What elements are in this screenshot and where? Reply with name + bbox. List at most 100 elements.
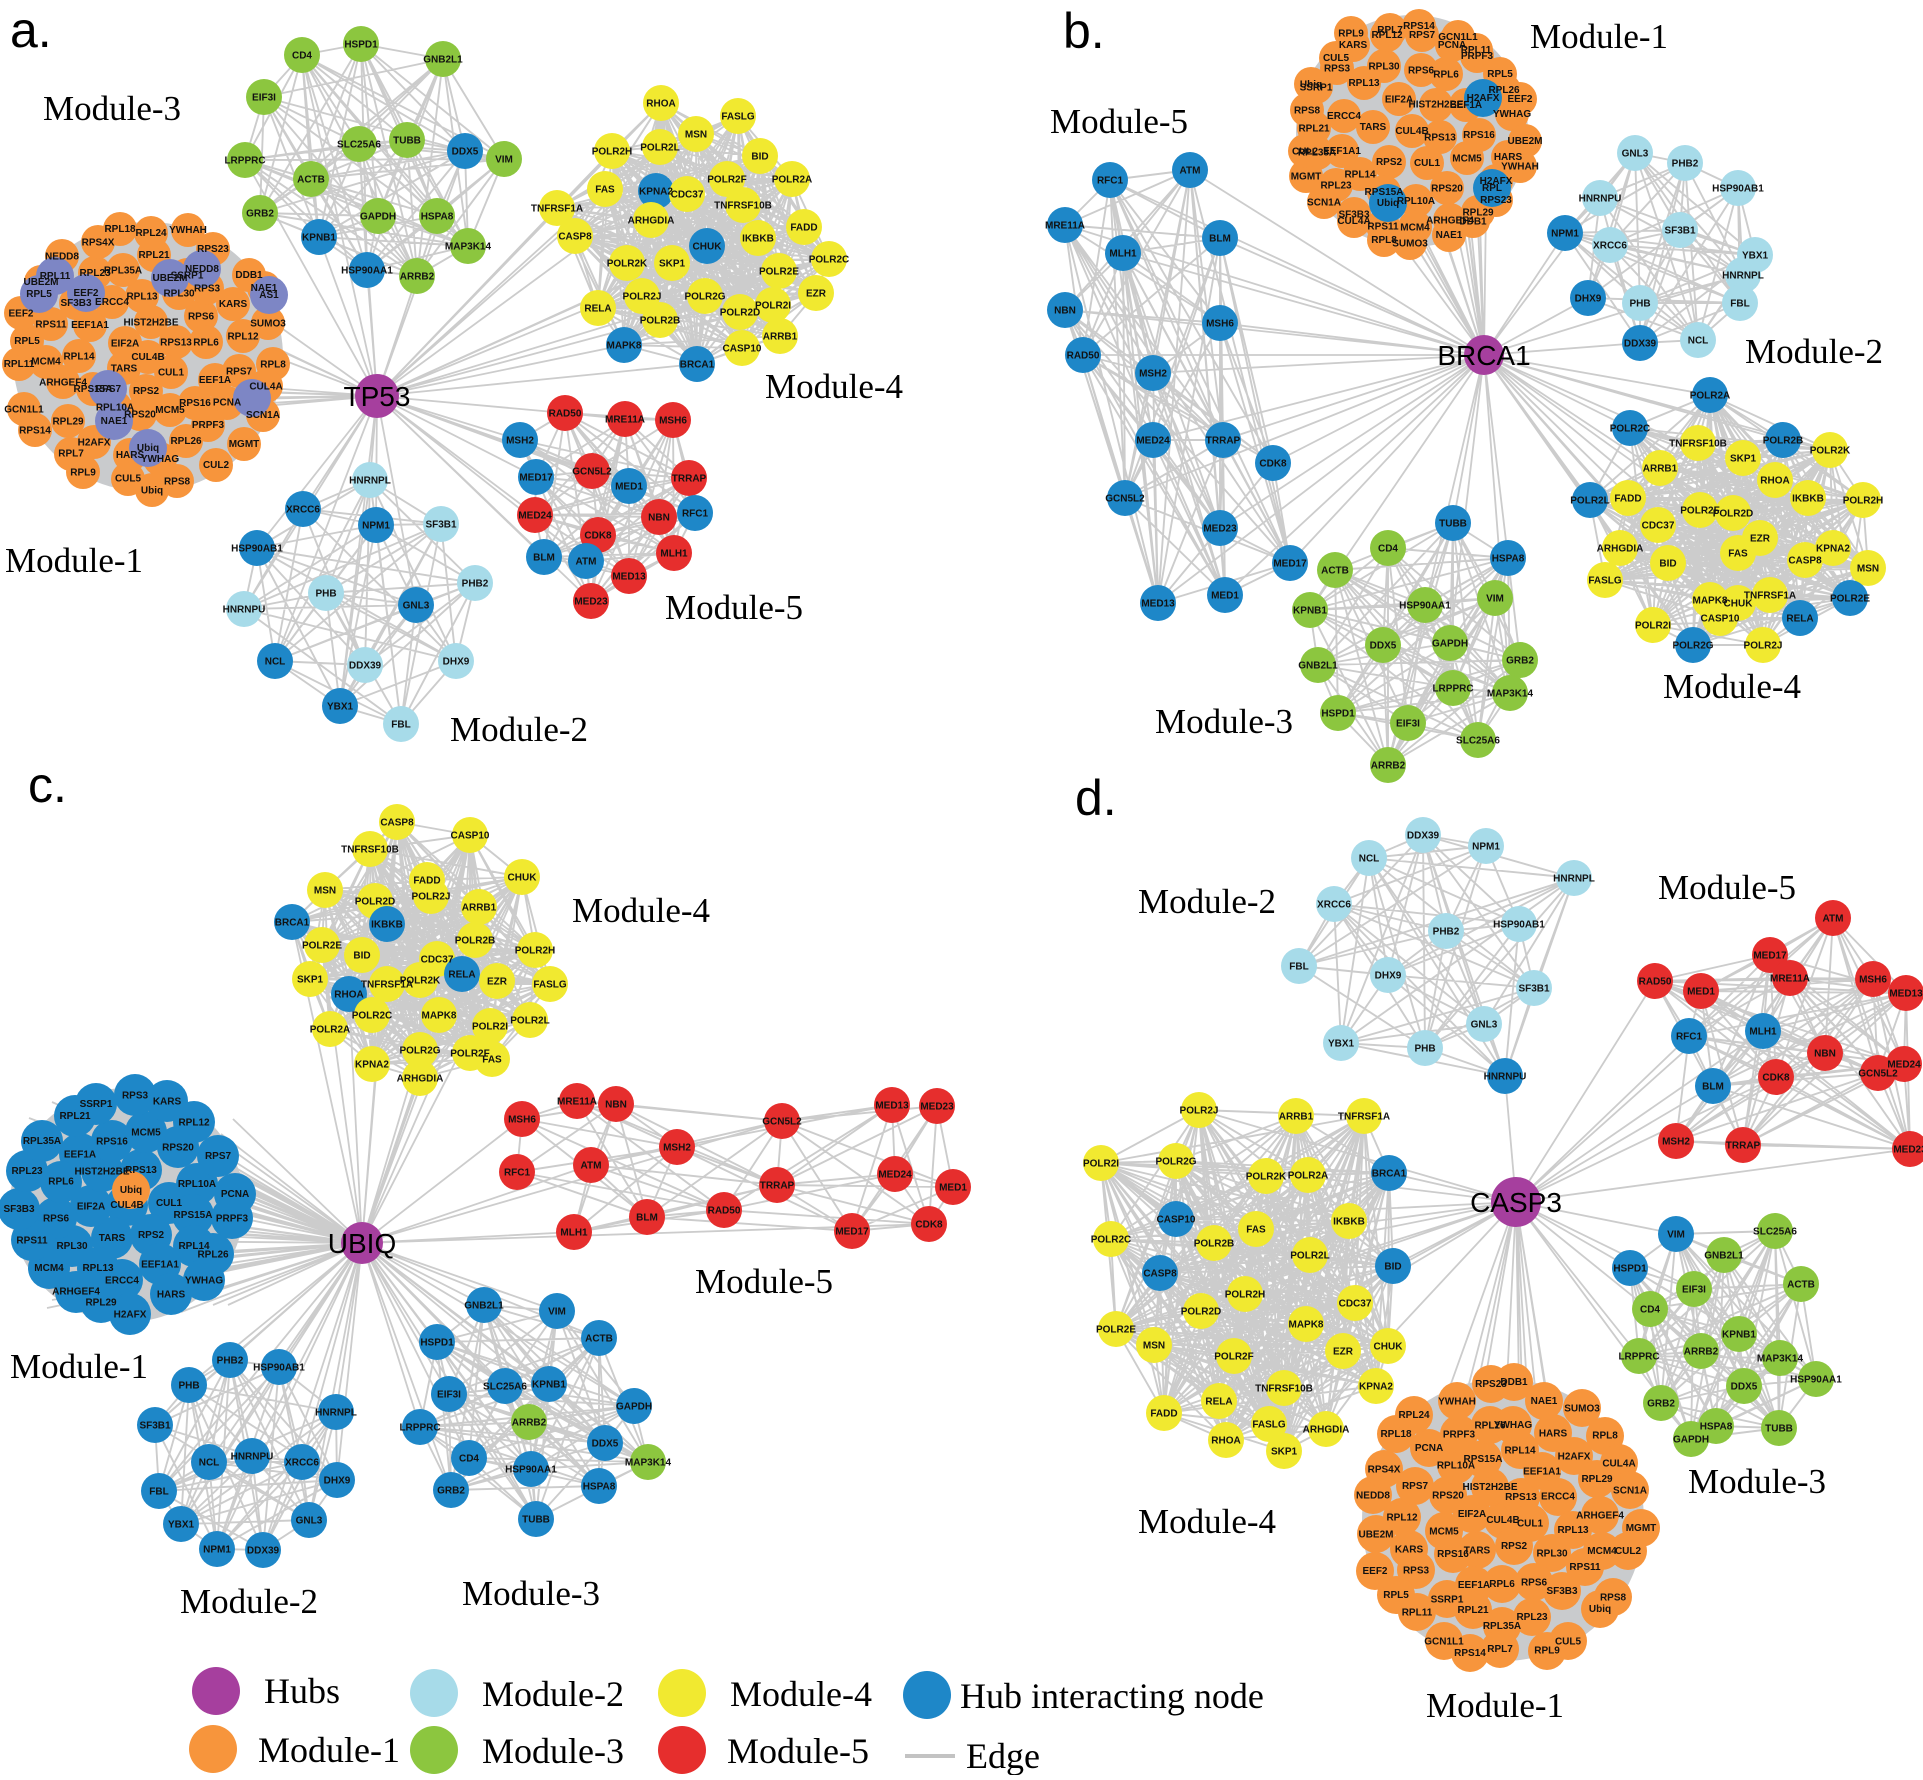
svg-text:RELA: RELA — [448, 969, 475, 980]
svg-text:GNL3: GNL3 — [1471, 1019, 1498, 1030]
svg-text:MCM5: MCM5 — [1452, 154, 1482, 165]
svg-text:BID: BID — [1384, 1261, 1401, 1272]
svg-text:MSH2: MSH2 — [506, 435, 534, 446]
svg-text:RPL14: RPL14 — [63, 351, 95, 362]
svg-text:PCNA: PCNA — [1415, 1443, 1443, 1454]
svg-text:EEF2: EEF2 — [73, 288, 98, 299]
svg-text:MSH6: MSH6 — [1206, 318, 1234, 329]
svg-text:RPL21: RPL21 — [138, 250, 170, 261]
svg-text:SF3B1: SF3B1 — [1664, 225, 1696, 236]
svg-text:Module-2: Module-2 — [450, 710, 588, 749]
svg-text:Module-3: Module-3 — [482, 1731, 624, 1771]
svg-text:FASLG: FASLG — [1252, 1419, 1286, 1430]
svg-text:NAE1: NAE1 — [101, 416, 128, 427]
svg-text:H2AFX: H2AFX — [1480, 176, 1513, 187]
svg-text:POLR2C: POLR2C — [352, 1010, 393, 1021]
svg-text:POLR2I: POLR2I — [472, 1021, 508, 1032]
svg-text:ARHGEF4: ARHGEF4 — [39, 377, 87, 388]
svg-text:Hub interacting node: Hub interacting node — [960, 1676, 1264, 1716]
svg-text:HSPA8: HSPA8 — [1700, 1421, 1733, 1432]
svg-text:NCL: NCL — [265, 656, 286, 667]
svg-text:POLR2A: POLR2A — [1690, 390, 1731, 401]
svg-text:RPL29: RPL29 — [1462, 207, 1494, 218]
svg-text:RPL23: RPL23 — [1516, 1612, 1548, 1623]
svg-text:KPNA2: KPNA2 — [1359, 1381, 1393, 1392]
svg-text:MCM5: MCM5 — [155, 405, 185, 416]
svg-text:Module-4: Module-4 — [730, 1674, 872, 1714]
svg-text:EIF3I: EIF3I — [252, 92, 276, 103]
svg-text:Module-4: Module-4 — [765, 367, 903, 406]
svg-text:HNRNPU: HNRNPU — [1484, 1071, 1527, 1082]
svg-text:RPL13: RPL13 — [126, 292, 158, 303]
svg-text:POLR2G: POLR2G — [684, 291, 725, 302]
svg-text:YWHAG: YWHAG — [1494, 1420, 1533, 1431]
svg-text:POLR2E: POLR2E — [1096, 1324, 1136, 1335]
svg-text:MRE11A: MRE11A — [605, 414, 645, 425]
svg-text:MED24: MED24 — [878, 1169, 912, 1180]
svg-text:TARS: TARS — [1464, 1546, 1491, 1557]
svg-text:POLR2H: POLR2H — [592, 146, 633, 157]
svg-text:Module-1: Module-1 — [5, 541, 143, 580]
svg-text:EEF1A1: EEF1A1 — [141, 1260, 179, 1271]
svg-text:DDB1: DDB1 — [1459, 216, 1487, 227]
svg-text:HNRNPU: HNRNPU — [223, 604, 266, 615]
svg-text:MED1: MED1 — [1211, 590, 1239, 601]
svg-text:MCM4: MCM4 — [31, 357, 61, 368]
svg-text:GNB2L1: GNB2L1 — [423, 54, 463, 65]
svg-text:Module-3: Module-3 — [462, 1574, 600, 1613]
svg-text:ARHGDIA: ARHGDIA — [1303, 1424, 1350, 1435]
svg-text:CUL1: CUL1 — [158, 367, 185, 378]
svg-text:MED17: MED17 — [1273, 558, 1307, 569]
svg-text:RPL30: RPL30 — [1368, 62, 1400, 73]
svg-text:Module-1: Module-1 — [258, 1730, 400, 1770]
svg-text:POLR2F: POLR2F — [1214, 1351, 1253, 1362]
svg-text:KPNB1: KPNB1 — [302, 232, 336, 243]
svg-text:DDX5: DDX5 — [592, 1438, 619, 1449]
svg-text:EIF3I: EIF3I — [437, 1389, 461, 1400]
svg-text:MAPK8: MAPK8 — [1288, 1319, 1323, 1330]
svg-text:CUL2: CUL2 — [203, 460, 230, 471]
svg-text:RAD50: RAD50 — [708, 1205, 741, 1216]
svg-text:BRCA1: BRCA1 — [1437, 340, 1530, 371]
svg-text:PRPF3: PRPF3 — [1443, 1430, 1476, 1441]
svg-text:GAPDH: GAPDH — [1432, 638, 1468, 649]
svg-text:SLC25A6: SLC25A6 — [483, 1381, 527, 1392]
svg-text:MED17: MED17 — [519, 472, 553, 483]
svg-text:ERCC4: ERCC4 — [95, 297, 129, 308]
svg-text:UBE2M: UBE2M — [1507, 136, 1542, 147]
svg-text:CUL2: CUL2 — [1292, 147, 1319, 158]
svg-text:RPS2: RPS2 — [1376, 157, 1403, 168]
svg-text:PRPF3: PRPF3 — [216, 1213, 249, 1224]
svg-text:MED13: MED13 — [1141, 598, 1175, 609]
svg-text:KPNA2: KPNA2 — [639, 186, 673, 197]
svg-text:LRPPRC: LRPPRC — [1432, 683, 1473, 694]
svg-text:SLC25A6: SLC25A6 — [337, 139, 381, 150]
svg-text:RPS13: RPS13 — [160, 337, 192, 348]
svg-text:GCN5L2: GCN5L2 — [1858, 1068, 1898, 1079]
svg-text:GRB2: GRB2 — [246, 208, 274, 219]
svg-text:HIST2H2BE: HIST2H2BE — [74, 1166, 129, 1177]
svg-text:ATM: ATM — [581, 1160, 602, 1171]
svg-text:RPL11: RPL11 — [1461, 45, 1492, 56]
svg-text:RPL21: RPL21 — [59, 1111, 91, 1122]
svg-text:KPNB1: KPNB1 — [1293, 605, 1327, 616]
svg-text:RPL23: RPL23 — [11, 1166, 43, 1177]
svg-text:RPS2: RPS2 — [138, 1230, 165, 1241]
svg-text:ACTB: ACTB — [1787, 1279, 1815, 1290]
svg-text:RHOA: RHOA — [646, 98, 675, 109]
svg-text:EEF2: EEF2 — [1507, 94, 1532, 105]
svg-text:NCL: NCL — [1359, 853, 1380, 864]
svg-text:RELA: RELA — [1205, 1396, 1232, 1407]
svg-text:NCL: NCL — [1688, 335, 1709, 346]
svg-text:POLR2F: POLR2F — [450, 1048, 489, 1059]
svg-text:Module-4: Module-4 — [572, 891, 710, 930]
svg-text:ARRB2: ARRB2 — [1371, 760, 1406, 771]
svg-text:RPL21: RPL21 — [1298, 124, 1330, 135]
svg-text:H2AFX: H2AFX — [1558, 1452, 1591, 1463]
svg-text:POLR2E: POLR2E — [302, 940, 342, 951]
svg-text:TARS: TARS — [1360, 122, 1387, 133]
svg-text:d.: d. — [1075, 770, 1117, 826]
svg-text:MED24: MED24 — [1136, 435, 1170, 446]
svg-text:Module-2: Module-2 — [1745, 332, 1883, 371]
svg-text:MAPK8: MAPK8 — [1692, 595, 1727, 606]
